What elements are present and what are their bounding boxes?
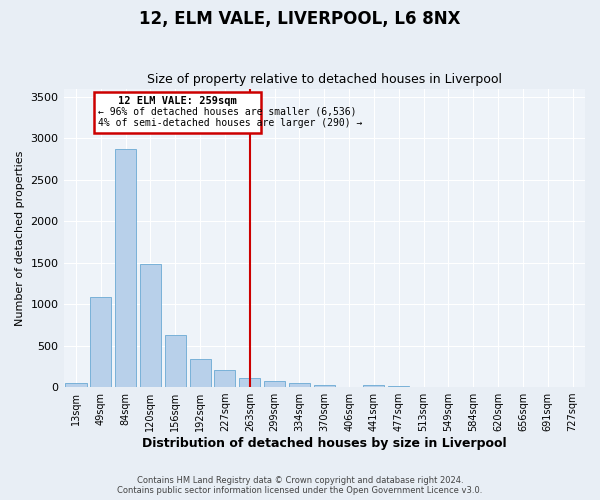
Bar <box>364 386 385 387</box>
Text: 4% of semi-detached houses are larger (290) →: 4% of semi-detached houses are larger (2… <box>98 118 362 128</box>
Bar <box>190 360 211 387</box>
Title: Size of property relative to detached houses in Liverpool: Size of property relative to detached ho… <box>147 73 502 86</box>
Text: 12, ELM VALE, LIVERPOOL, L6 8NX: 12, ELM VALE, LIVERPOOL, L6 8NX <box>139 10 461 28</box>
Bar <box>239 378 260 387</box>
Bar <box>165 335 186 387</box>
Text: 12 ELM VALE: 259sqm: 12 ELM VALE: 259sqm <box>118 96 237 106</box>
Bar <box>90 296 112 387</box>
Bar <box>140 264 161 387</box>
Bar <box>289 383 310 387</box>
Bar <box>314 384 335 387</box>
Bar <box>264 382 285 387</box>
Y-axis label: Number of detached properties: Number of detached properties <box>15 150 25 326</box>
Bar <box>388 386 409 387</box>
Bar <box>94 92 261 134</box>
Bar <box>65 383 86 387</box>
Bar <box>214 370 235 387</box>
X-axis label: Distribution of detached houses by size in Liverpool: Distribution of detached houses by size … <box>142 437 506 450</box>
Text: Contains HM Land Registry data © Crown copyright and database right 2024.
Contai: Contains HM Land Registry data © Crown c… <box>118 476 482 495</box>
Text: ← 96% of detached houses are smaller (6,536): ← 96% of detached houses are smaller (6,… <box>98 107 356 117</box>
Bar <box>115 149 136 387</box>
